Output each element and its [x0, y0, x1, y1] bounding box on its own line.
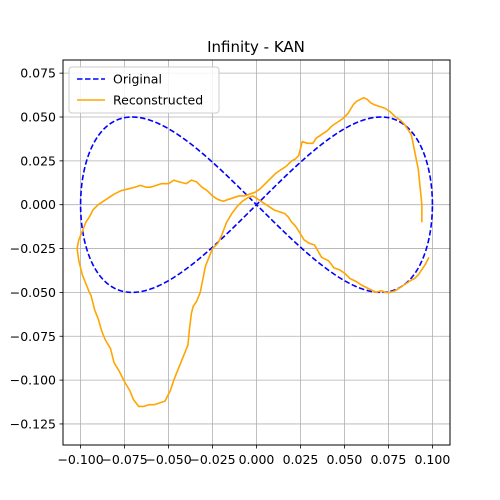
legend-label-reconstructed: Reconstructed [113, 93, 203, 108]
x-tick-label: 0.025 [283, 452, 319, 467]
legend-box [68, 66, 220, 114]
x-tick-label: 0.100 [415, 452, 451, 467]
y-tick-label: −0.100 [10, 373, 56, 388]
y-tick-label: 0.000 [20, 197, 56, 212]
y-tick-label: −0.025 [10, 241, 56, 256]
y-tick-label: −0.050 [10, 285, 56, 300]
plot-area [76, 96, 434, 408]
x-tick-label: 0.050 [327, 452, 363, 467]
legend: Original Reconstructed [68, 66, 220, 114]
y-tick-label: 0.050 [20, 110, 56, 125]
axis-ticks: −0.100−0.075−0.050−0.025 0.000 0.025 0.050 0… [10, 66, 451, 467]
y-tick-label: −0.075 [10, 329, 56, 344]
y-tick-label: −0.125 [10, 416, 56, 431]
y-tick-label: 0.075 [20, 66, 56, 81]
x-tick-label: 0.075 [371, 452, 407, 467]
x-tick-label: −0.050 [145, 452, 191, 467]
x-tick-label: −0.025 [189, 452, 235, 467]
series-line-reconstructed [76, 96, 430, 408]
x-tick-label: −0.100 [57, 452, 103, 467]
x-tick-label: −0.075 [101, 452, 147, 467]
legend-label-original: Original [113, 72, 162, 87]
x-tick-label: 0.000 [239, 452, 275, 467]
chart-title: Infinity - KAN [207, 38, 305, 56]
y-tick-label: 0.025 [20, 153, 56, 168]
